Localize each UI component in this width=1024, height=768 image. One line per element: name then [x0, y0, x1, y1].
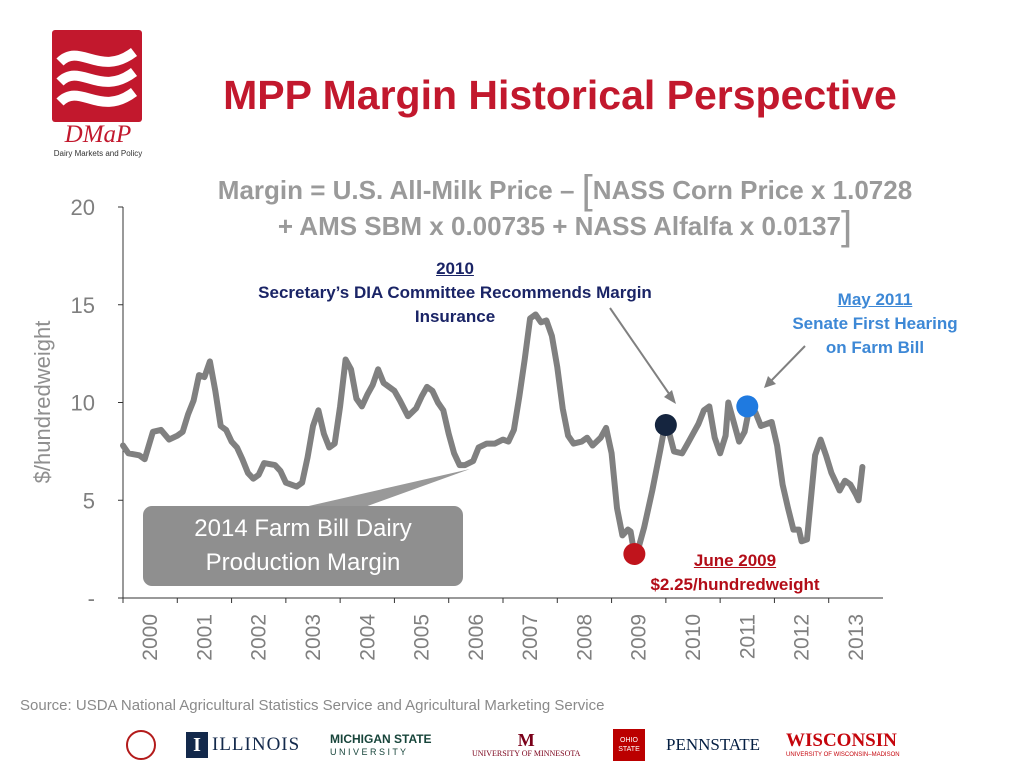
arrow-2011-line — [769, 345, 806, 383]
pennstate-wordmark: PENNSTATE — [666, 735, 761, 754]
page-title: MPP Margin Historical Perspective — [223, 72, 897, 118]
mpp-callout-pointer — [300, 469, 470, 508]
source-note: Source: USDA National Agricultural Stati… — [20, 697, 605, 714]
minnesota-logo: M UNIVERSITY OF MINNESOTA — [472, 728, 580, 762]
cornell-seal — [126, 728, 156, 762]
arrow-2010-line — [609, 307, 673, 399]
y-tick-label: 15 — [71, 293, 95, 318]
annotation-2010-line2: Insurance — [414, 307, 496, 326]
x-tick-label: 2006 — [465, 614, 488, 661]
x-tick-label: 2000 — [139, 614, 162, 661]
formula-part3: + AMS SBM x 0.00735 + NASS Alfalfa x 0.0… — [277, 211, 841, 241]
annotation-2011-line2: on Farm Bill — [825, 338, 925, 357]
x-tick-label: 2012 — [791, 614, 814, 661]
x-tick-label: 2003 — [302, 614, 325, 661]
x-tick-label: 2007 — [519, 614, 542, 661]
y-axis-title: $/hundredweight — [30, 321, 55, 484]
x-tick-label: 2004 — [356, 614, 379, 661]
annotation-2010-line1: Secretary’s DIA Committee Recommends Mar… — [258, 283, 652, 302]
arrow-2011-head — [764, 376, 776, 388]
annotation-2009: June 2009 $2.25/hundredweight — [600, 549, 870, 597]
x-tick-label: 2005 — [411, 614, 434, 661]
y-tick-label: 20 — [71, 195, 95, 220]
illinois-logo: I ILLINOIS — [186, 728, 300, 762]
y-tick-label: - — [88, 586, 95, 611]
formula-part2: NASS Corn Price x 1.0728 — [592, 175, 913, 205]
wisconsin-subtitle: UNIVERSITY OF WISCONSIN–MADISON — [786, 752, 900, 758]
illinois-wordmark: ILLINOIS — [212, 734, 301, 755]
annotation-2010-year: 2010 — [436, 259, 474, 278]
annotation-2011-line1: Senate First Hearing — [792, 314, 958, 333]
wisconsin-logo: WISCONSIN UNIVERSITY OF WISCONSIN–MADISO… — [786, 728, 900, 762]
msu-logo: MICHIGAN STATE U N I V E R S I T Y — [330, 728, 432, 762]
x-tick-label: 2001 — [193, 614, 216, 661]
formula-part1: Margin = U.S. All-Milk Price – — [217, 175, 582, 205]
annotation-2009-date: June 2009 — [693, 551, 777, 570]
margin-formula: Margin = U.S. All-Milk Price – [NASS Cor… — [150, 168, 980, 248]
minnesota-wordmark: UNIVERSITY OF MINNESOTA — [472, 749, 581, 758]
x-tick-label: 2008 — [573, 614, 596, 661]
bracket-open: [ — [581, 168, 593, 212]
event-marker — [623, 543, 646, 566]
annotation-2009-value: $2.25/hundredweight — [650, 575, 820, 594]
y-tick-label: 5 — [83, 488, 95, 513]
ohio-state-wordmark: OHIO STATE — [613, 729, 645, 761]
x-tick-label: 2002 — [248, 614, 271, 661]
annotation-2011: May 2011 Senate First Hearing on Farm Bi… — [760, 288, 990, 360]
event-marker — [654, 413, 677, 436]
x-tick-label: 2009 — [628, 614, 651, 661]
y-tick-label: 10 — [71, 391, 95, 416]
dmap-logo — [52, 30, 142, 122]
annotation-2010: 2010 Secretary’s DIA Committee Recommend… — [205, 257, 705, 329]
event-marker — [736, 395, 759, 418]
cornell-seal-icon — [126, 730, 156, 760]
pennstate-logo: PENNSTATE — [666, 728, 760, 762]
mpp-callout-line1: 2014 Farm Bill Dairy — [194, 515, 412, 542]
minnesota-m-icon: M — [517, 730, 535, 750]
chart-markers — [623, 395, 759, 566]
annotation-2011-date: May 2011 — [837, 290, 913, 309]
chart-axes: - 5 10 15 20 $/hundredweight 2000 2001 2002 2003 2… — [30, 195, 883, 661]
annotation-arrows — [300, 307, 806, 508]
wisconsin-wordmark: WISCONSIN — [786, 730, 897, 751]
ohio-state-logo: OHIO STATE — [613, 728, 645, 762]
logo-subtitle: Dairy Markets and Policy — [53, 149, 143, 158]
msu-wordmark-line1: MICHIGAN STATE — [330, 732, 432, 746]
illinois-block-i-icon: I — [186, 732, 208, 758]
x-tick-label: 2013 — [845, 614, 868, 661]
x-tick-label: 2011 — [736, 614, 759, 659]
x-tick-label: 2010 — [682, 614, 705, 661]
bracket-close: ] — [841, 204, 853, 248]
mpp-callout-box: 2014 Farm Bill Dairy Production Margin — [143, 506, 463, 586]
logo-wordmark: DMaP — [64, 121, 132, 148]
arrow-2010-head — [664, 390, 676, 404]
mpp-callout-line2: Production Margin — [205, 549, 401, 576]
msu-wordmark-line2: U N I V E R S I T Y — [330, 747, 407, 757]
